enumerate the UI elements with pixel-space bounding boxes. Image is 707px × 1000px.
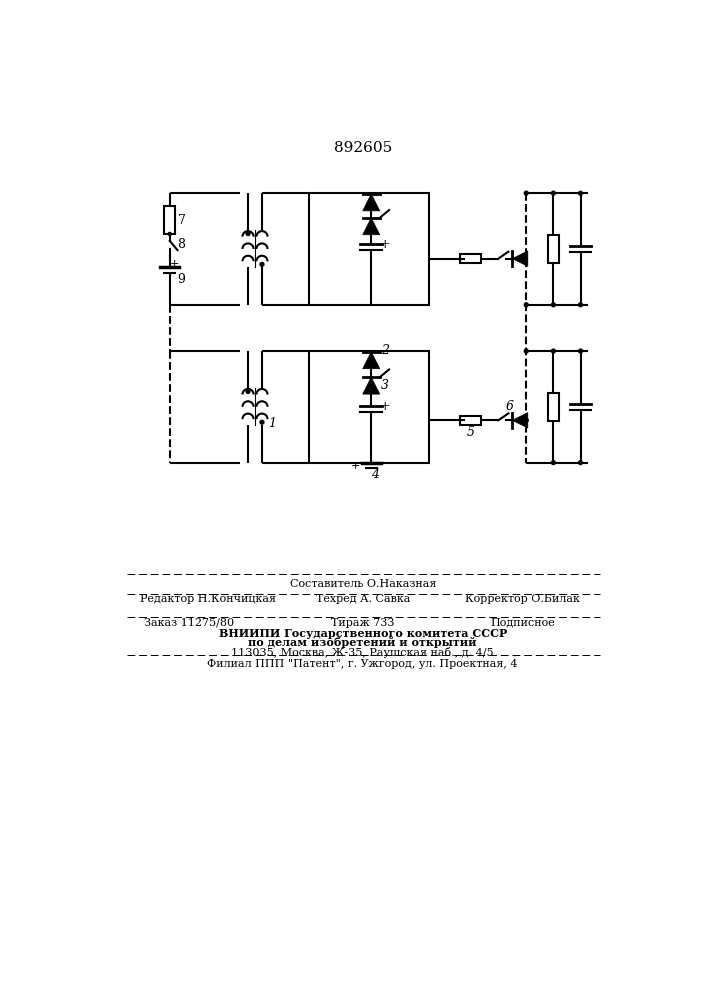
Bar — [548, 235, 559, 263]
Polygon shape — [363, 377, 380, 394]
Text: Тираж 733: Тираж 733 — [331, 618, 395, 628]
Text: +: + — [380, 400, 390, 413]
Bar — [460, 254, 481, 263]
Text: по делам изобретений и открытий: по делам изобретений и открытий — [248, 637, 477, 648]
Circle shape — [525, 418, 528, 422]
Circle shape — [525, 349, 528, 353]
Text: 9: 9 — [177, 273, 185, 286]
Text: +: + — [170, 259, 179, 269]
Circle shape — [260, 262, 264, 266]
Text: Филиал ППП "Патент", г. Ужгород, ул. Проектная, 4: Филиал ППП "Патент", г. Ужгород, ул. Про… — [207, 659, 518, 669]
Text: 1: 1 — [268, 417, 276, 430]
Polygon shape — [363, 218, 380, 235]
Circle shape — [551, 303, 555, 307]
Text: 892605: 892605 — [334, 141, 392, 155]
Text: +: + — [380, 238, 390, 251]
Circle shape — [578, 461, 583, 465]
Circle shape — [525, 191, 528, 195]
Polygon shape — [363, 352, 380, 369]
Text: Составитель О.Наказная: Составитель О.Наказная — [290, 579, 436, 589]
Circle shape — [551, 191, 555, 195]
Bar — [460, 416, 481, 425]
Text: 8: 8 — [177, 238, 185, 251]
Circle shape — [551, 461, 555, 465]
Circle shape — [246, 232, 250, 235]
Polygon shape — [363, 194, 380, 211]
Text: ВНИИПИ Государственного комитета СССР: ВНИИПИ Государственного комитета СССР — [218, 628, 507, 639]
Text: Корректор О.Билак: Корректор О.Билак — [465, 594, 580, 604]
Text: 5: 5 — [467, 426, 474, 439]
Text: 6: 6 — [506, 400, 513, 413]
Bar — [309, 351, 429, 463]
Circle shape — [168, 232, 171, 235]
Circle shape — [578, 303, 583, 307]
Text: Заказ 11275/80: Заказ 11275/80 — [144, 618, 234, 628]
Circle shape — [578, 349, 583, 353]
Polygon shape — [513, 251, 528, 266]
Polygon shape — [513, 413, 528, 428]
Bar — [164, 206, 175, 234]
Text: 3: 3 — [381, 379, 389, 392]
Circle shape — [525, 303, 528, 307]
Circle shape — [551, 349, 555, 353]
Text: Редактор Н.Кончицкая: Редактор Н.Кончицкая — [141, 594, 276, 604]
Text: 2: 2 — [381, 344, 389, 358]
Text: 4: 4 — [371, 468, 379, 481]
Text: Подписное: Подписное — [490, 618, 555, 628]
Text: 113035, Москва, Ж-35, Раушская наб., д. 4/5: 113035, Москва, Ж-35, Раушская наб., д. … — [231, 647, 494, 658]
Bar — [309, 193, 429, 305]
Text: Техред А. Савка: Техред А. Савка — [315, 594, 410, 604]
Text: 7: 7 — [178, 214, 186, 227]
Circle shape — [578, 191, 583, 195]
Text: +: + — [351, 461, 361, 471]
Circle shape — [260, 420, 264, 424]
Bar — [548, 393, 559, 421]
Circle shape — [246, 389, 250, 393]
